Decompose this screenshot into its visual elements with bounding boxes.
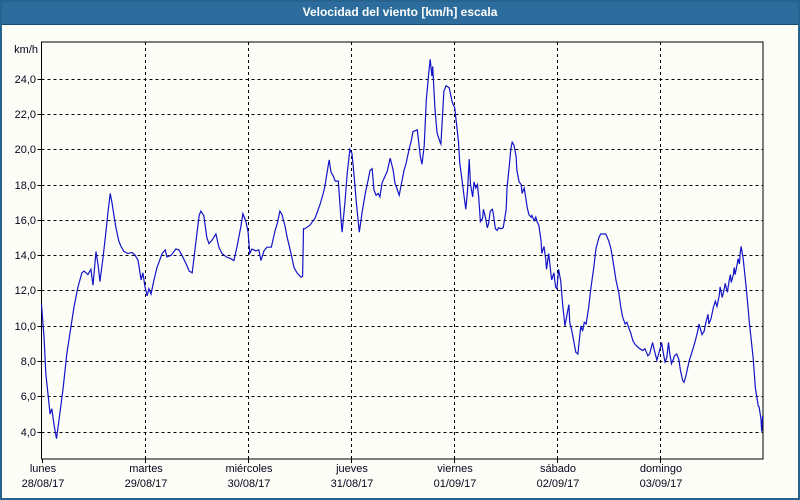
x-day-label: viernes [437, 463, 473, 475]
x-date-label: 02/09/17 [536, 478, 580, 490]
x-day-label: lunes [29, 463, 57, 475]
x-day-label: martes [129, 463, 163, 475]
chart-title: Velocidad del viento [km/h] escala [302, 5, 498, 19]
plot-border [41, 41, 764, 460]
x-day-label: sábado [539, 463, 577, 475]
y-tick-label: 10,0 [14, 321, 36, 333]
y-tick-label: 12,0 [14, 285, 36, 297]
y-tick-label: 16,0 [14, 215, 36, 227]
y-tick-label: 18,0 [14, 180, 36, 192]
y-tick-label: 22,0 [14, 109, 36, 121]
y-tick-label: 24,0 [14, 74, 36, 86]
y-tick-label: 14,0 [14, 250, 36, 262]
x-date-label: 29/08/17 [124, 478, 168, 490]
y-tick-label: 6,0 [20, 391, 36, 403]
x-date-label: 01/09/17 [433, 478, 477, 490]
x-day-label: domingo [639, 463, 683, 475]
x-date-label: 30/08/17 [227, 478, 271, 490]
x-date-label: 03/09/17 [639, 478, 683, 490]
y-tick-label: 8,0 [20, 356, 36, 368]
x-day-label: jueves [336, 463, 368, 475]
x-date-label: 31/08/17 [330, 478, 374, 490]
title-bar: Velocidad del viento [km/h] escala [2, 2, 798, 25]
x-day-label: miércoles [225, 463, 273, 475]
y-axis-unit-label: km/h [14, 44, 38, 56]
wind-speed-line [40, 59, 764, 439]
y-tick-label: 20,0 [14, 144, 36, 156]
x-date-label: 28/08/17 [21, 478, 65, 490]
y-tick-label: 4,0 [20, 427, 36, 439]
